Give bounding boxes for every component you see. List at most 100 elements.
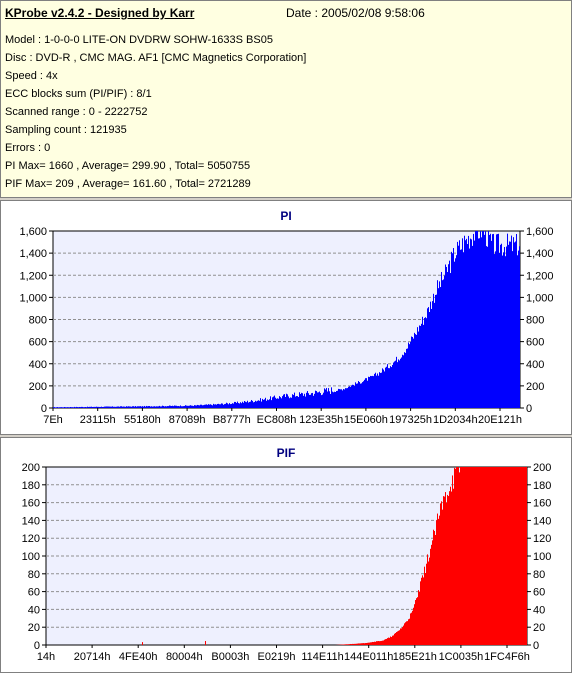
pif-bar (501, 467, 502, 645)
pi-bar (55, 407, 56, 408)
pif-bar (435, 535, 436, 645)
pif-bar (468, 467, 469, 645)
pi-bar (154, 406, 155, 408)
pi-bar (101, 407, 102, 408)
pi-chart-title: PI (280, 209, 291, 223)
pif-bar (496, 467, 497, 645)
pif-ytick-label-right: 80 (533, 569, 545, 581)
pif-bar (378, 641, 379, 645)
pif-bar (347, 644, 348, 645)
pi-bar (234, 402, 235, 408)
pif-bar (524, 467, 525, 645)
pi-bar (242, 402, 243, 408)
pi-bar (76, 407, 77, 408)
pi-bar (121, 406, 122, 408)
pif-bar (477, 467, 478, 645)
pif-bar (519, 467, 520, 645)
pi-bar (279, 396, 280, 408)
pi-ytick-label-left: 800 (29, 315, 47, 327)
pi-xtick-label: 23115h (80, 414, 116, 426)
pi-bar (333, 392, 334, 408)
pif-bar (461, 467, 462, 645)
pi-ytick-label-right: 1,000 (526, 292, 554, 304)
pi-bar (139, 406, 140, 408)
pif-bar (369, 643, 370, 645)
pi-bar (181, 406, 182, 408)
pi-ytick-label-left: 1,200 (19, 270, 47, 282)
pi-bar (155, 407, 156, 408)
pif-xtick-label: 4FE40h (119, 651, 158, 663)
pi-bar (97, 407, 98, 408)
pi-bar (420, 326, 421, 408)
pi-bar (205, 405, 206, 408)
pif-bar (421, 578, 422, 645)
pi-bar (413, 339, 414, 408)
pi-bar (455, 258, 456, 408)
pi-bar (310, 395, 311, 408)
pi-bar (495, 251, 496, 408)
pi-xtick-label: 7Eh (43, 414, 63, 426)
pif-bar (370, 642, 371, 645)
pi-bar (84, 407, 85, 408)
pi-bar (105, 407, 106, 408)
pif-bar (458, 467, 459, 645)
pi-bar (457, 242, 458, 408)
pif-bar (357, 644, 358, 645)
pif-bar (516, 467, 517, 645)
pi-bar (303, 396, 304, 408)
pif-bar (354, 644, 355, 645)
pif-bar (457, 467, 458, 645)
pi-bar (269, 399, 270, 408)
pi-bar (157, 406, 158, 408)
pi-bar (231, 404, 232, 408)
pi-bar (251, 400, 252, 408)
pi-bar (323, 393, 324, 408)
pif-bar (371, 642, 372, 645)
pi-bar (146, 406, 147, 408)
pi-bar (131, 407, 132, 408)
pi-bar (476, 231, 477, 408)
pi-bar (318, 392, 319, 408)
pi-bar (506, 247, 507, 408)
pi-bar (443, 279, 444, 408)
pi-bar (453, 248, 454, 408)
pif-bar (438, 519, 439, 645)
pi-bar (141, 407, 142, 408)
pif-bar (376, 641, 377, 645)
pif-xtick-label: 80004h (166, 651, 203, 663)
pif-bar (480, 467, 481, 645)
pif-bar (518, 467, 519, 645)
pi-bar (387, 364, 388, 408)
pi-bar (431, 309, 432, 408)
pi-ytick-label-right: 0 (526, 403, 532, 415)
pi-bar (384, 371, 385, 408)
pi-bar (57, 407, 58, 408)
pi-bar (178, 406, 179, 408)
pi-bar (216, 405, 217, 408)
pif-xtick-label: E0219h (258, 651, 296, 663)
pi-bar (516, 234, 517, 408)
pif-bar (434, 531, 435, 645)
pif-bar (450, 487, 451, 645)
pi-bar (71, 407, 72, 408)
pi-bar (399, 360, 400, 408)
pi-bar (322, 395, 323, 408)
pi-bar (321, 395, 322, 408)
pi-bar (386, 367, 387, 408)
pi-bar (169, 406, 170, 408)
pi-bar (73, 407, 74, 408)
pi-bar (379, 372, 380, 408)
pi-bar (148, 406, 149, 408)
pif-bar (388, 638, 389, 645)
pi-bar (187, 406, 188, 408)
pif-bar (497, 467, 498, 645)
pi-ytick-label-right: 600 (526, 337, 544, 349)
info-model: Model : 1-0-0-0 LITE-ON DVDRW SOHW-1633S… (5, 31, 306, 49)
pi-bar (416, 335, 417, 408)
pi-bar (512, 251, 513, 408)
pi-bar (446, 267, 447, 408)
pi-bar (508, 245, 509, 408)
pi-bar (189, 406, 190, 408)
